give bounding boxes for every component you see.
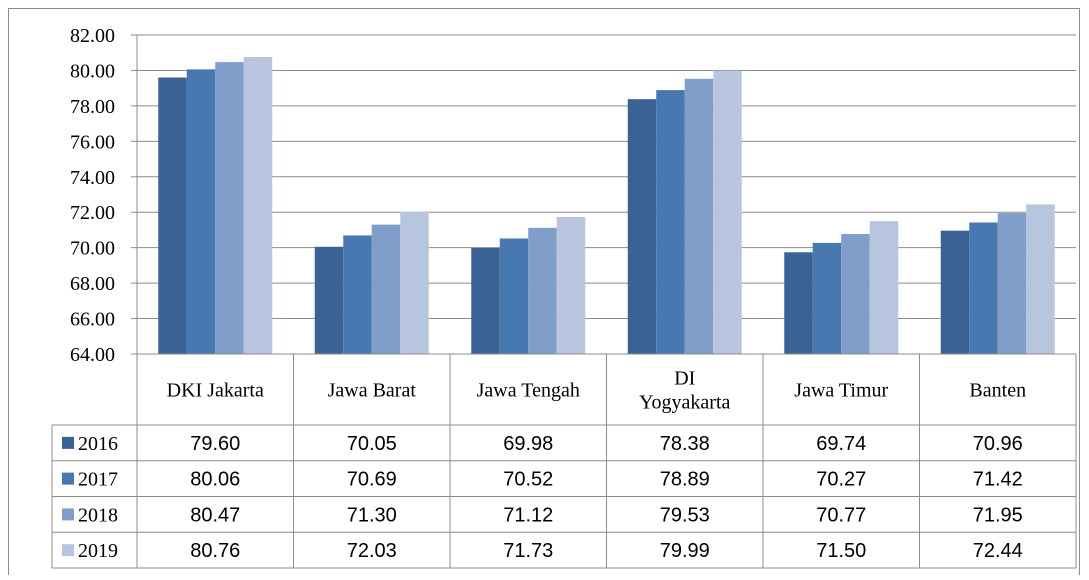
bar-2017-1 — [343, 235, 372, 354]
category-label-3: DI Yogyakarta — [639, 368, 730, 414]
y-tick-label: 66.00 — [70, 309, 115, 331]
category-label-2: Jawa Tengah — [477, 380, 580, 402]
y-tick-label: 82.00 — [70, 25, 115, 47]
cell-2018-2: 71.12 — [503, 504, 553, 526]
cell-2016-1: 70.05 — [347, 433, 397, 455]
cell-2017-0: 80.06 — [190, 469, 240, 491]
bar-2016-2 — [471, 248, 500, 354]
cell-2018-5: 71.95 — [973, 504, 1023, 526]
series-label-2017: 2017 — [78, 469, 118, 491]
category-label-0: DKI Jakarta — [167, 380, 264, 402]
bar-2017-0 — [186, 69, 216, 355]
bar-2019-2 — [556, 217, 586, 354]
bar-2016-1 — [314, 246, 344, 354]
legend-key-2016 — [62, 436, 74, 449]
y-tick-label: 74.00 — [70, 167, 115, 189]
cell-2018-4: 70.77 — [816, 504, 866, 526]
cell-2019-2: 71.73 — [503, 540, 553, 562]
chart-border — [8, 8, 1080, 580]
cell-2019-0: 80.76 — [190, 540, 240, 562]
bar-2017-5 — [969, 222, 998, 354]
cell-2018-1: 71.30 — [347, 504, 397, 526]
cell-2017-4: 70.27 — [816, 469, 866, 491]
cell-2019-4: 71.50 — [816, 540, 866, 562]
y-tick-label: 68.00 — [70, 273, 115, 295]
cell-2019-5: 72.44 — [973, 540, 1023, 562]
bar-2019-1 — [400, 211, 429, 354]
cell-2016-4: 69.74 — [816, 433, 866, 455]
bar-2017-2 — [499, 238, 529, 354]
category-label-1: Jawa Barat — [328, 380, 417, 402]
bar-2018-1 — [371, 224, 401, 354]
cell-2018-3: 79.53 — [660, 504, 710, 526]
cell-2016-3: 78.38 — [660, 433, 710, 455]
cell-2016-0: 79.60 — [190, 433, 240, 455]
bar-2018-2 — [528, 227, 557, 354]
bar-2019-5 — [1026, 204, 1055, 354]
bar-2018-3 — [684, 78, 714, 354]
series-label-2018: 2018 — [78, 504, 118, 526]
cell-2017-2: 70.52 — [503, 469, 553, 491]
y-tick-label: 76.00 — [70, 131, 115, 153]
y-tick-label: 70.00 — [70, 238, 115, 260]
bar-2017-3 — [656, 90, 685, 354]
bar-2016-5 — [940, 230, 970, 354]
y-tick-label: 64.00 — [70, 344, 115, 366]
cell-2019-1: 72.03 — [347, 540, 397, 562]
y-tick-label: 72.00 — [70, 202, 115, 224]
series-label-2019: 2019 — [78, 540, 118, 562]
legend-key-2019 — [62, 544, 74, 557]
y-tick-label: 80.00 — [70, 60, 115, 82]
bar-2016-0 — [158, 77, 187, 355]
cell-2019-3: 79.99 — [660, 540, 710, 562]
cell-2016-5: 70.96 — [973, 433, 1023, 455]
bar-2016-3 — [627, 99, 657, 354]
y-tick-label: 78.00 — [70, 96, 115, 118]
series-label-2016: 2016 — [78, 433, 118, 455]
category-label-5: Banten — [969, 380, 1026, 402]
cell-2017-5: 71.42 — [973, 469, 1023, 491]
cell-2017-1: 70.69 — [347, 469, 397, 491]
bar-2017-4 — [812, 242, 842, 354]
bar-2019-3 — [713, 70, 742, 354]
bar-2016-4 — [784, 252, 813, 354]
bar-2018-5 — [997, 213, 1027, 354]
bar-2019-4 — [869, 221, 899, 354]
cell-2018-0: 80.47 — [190, 504, 240, 526]
cell-2017-3: 78.89 — [660, 469, 710, 491]
bar-2018-4 — [841, 234, 870, 354]
cell-2016-2: 69.98 — [503, 433, 553, 455]
bar-2019-0 — [243, 56, 273, 354]
bar-2018-0 — [215, 62, 244, 355]
category-label-4: Jawa Timur — [794, 380, 888, 402]
legend-key-2018 — [62, 508, 74, 521]
legend-key-2017 — [62, 472, 74, 485]
